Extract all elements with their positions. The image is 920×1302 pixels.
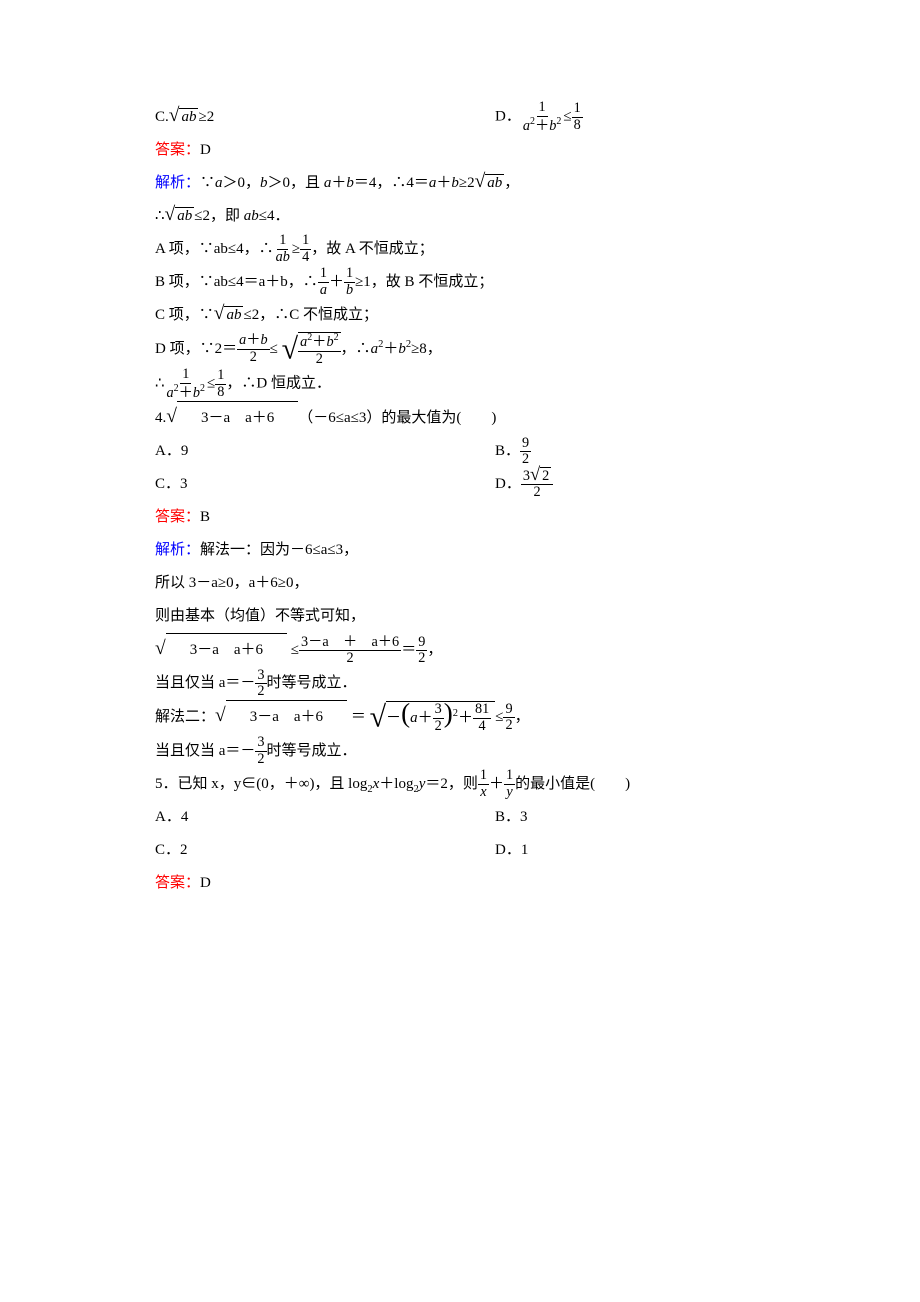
q4-m1-1: 解析：解法一：因为－6≤a≤3， [155, 534, 765, 567]
q5-option-d: D．1 [495, 834, 765, 867]
q4-options-ab: A．9 B．92 [155, 435, 765, 468]
q5-options-cd: C．2 D．1 [155, 834, 765, 867]
q3-explain-D2: ∴1a2＋b2≤18，∴D 恒成立． [155, 367, 765, 401]
q4-m1-2: 所以 3－a≥0，a＋6≥0， [155, 567, 765, 600]
q3-option-d: D．1a2＋b2≤18 [495, 100, 765, 134]
q3-option-c: C.√ab≥2 [155, 101, 495, 134]
q4-m1-4: √3－a a＋6 ≤3－a ＋ a＋62＝92， [155, 633, 765, 667]
q3-explain-D1: D 项，∵2＝a＋b2≤ √a2＋b22，∴a2＋b2≥8， [155, 332, 765, 367]
q3-explain-C: C 项，∵√ab≤2，∴C 不恒成立； [155, 299, 765, 332]
q4-m1-5: 当且仅当 a＝－32时等号成立． [155, 667, 765, 700]
q5-option-a: A．4 [155, 801, 495, 834]
q4-m1-3: 则由基本（均值）不等式可知， [155, 600, 765, 633]
q4-m2-1: 解法二：√3－a a＋6 ＝ √－(a＋32)2＋814≤92， [155, 700, 765, 735]
q5-options-ab: A．4 B．3 [155, 801, 765, 834]
q4-stem: 4.√3－a a＋6（－6≤a≤3）的最大值为( ) [155, 401, 765, 435]
q4-option-a: A．9 [155, 435, 495, 468]
q3-explain-A: A 项，∵ab≤4，∴1ab≥14，故 A 不恒成立； [155, 233, 765, 266]
q4-options-cd: C．3 D．3√22 [155, 468, 765, 501]
q3-explain-1: 解析：∵a＞0，b＞0，且 a＋b＝4，∴4＝a＋b≥2√ab， [155, 167, 765, 200]
q3-answer: 答案：D [155, 134, 765, 167]
q5-option-b: B．3 [495, 801, 765, 834]
q4-option-c: C．3 [155, 468, 495, 501]
q3-explain-2: ∴√ab≤2，即 ab≤4． [155, 200, 765, 233]
q3-explain-B: B 项，∵ab≤4＝a＋b，∴1a＋1b≥1，故 B 不恒成立； [155, 266, 765, 299]
q4-answer: 答案：B [155, 501, 765, 534]
q5-stem: 5．已知 x，y∈(0，＋∞)，且 log2x＋log2y＝2，则1x＋1y的最… [155, 768, 765, 801]
q5-answer: 答案：D [155, 867, 765, 900]
q5-option-c: C．2 [155, 834, 495, 867]
q4-m2-2: 当且仅当 a＝－32时等号成立． [155, 735, 765, 768]
q4-option-d: D．3√22 [495, 468, 765, 501]
q3-options-cd: C.√ab≥2 D．1a2＋b2≤18 [155, 100, 765, 134]
